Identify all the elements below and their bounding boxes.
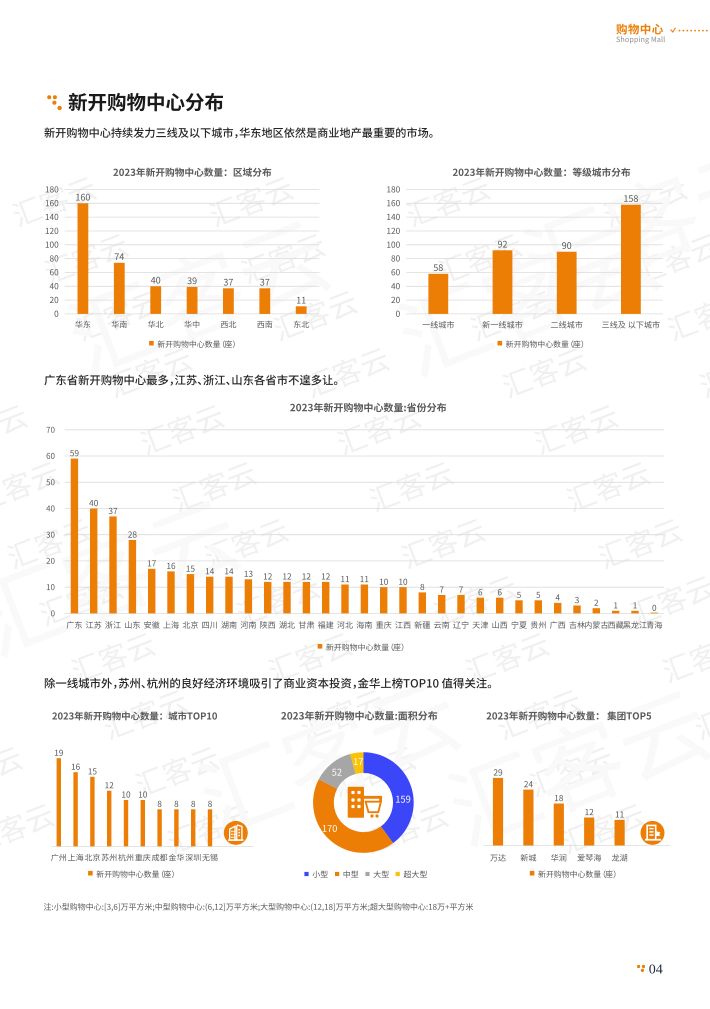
svg-text:04: 04 bbox=[649, 963, 663, 978]
